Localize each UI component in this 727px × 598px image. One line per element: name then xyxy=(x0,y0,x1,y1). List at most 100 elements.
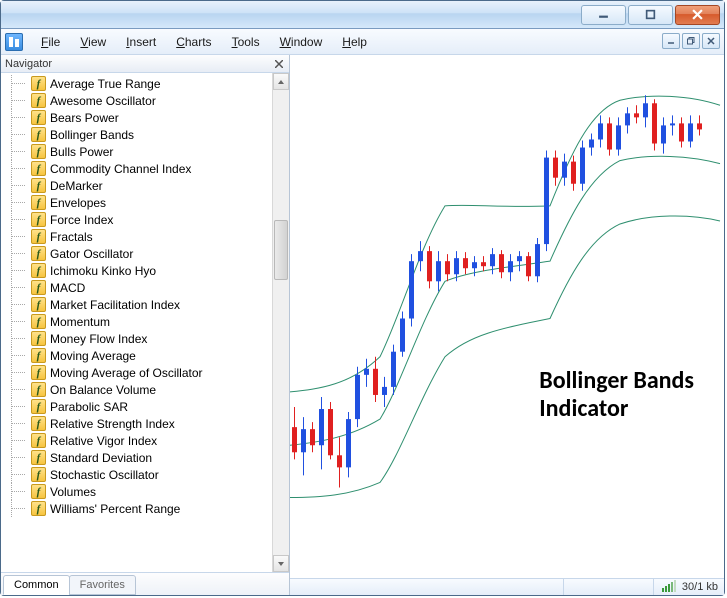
navigator-scrollbar[interactable] xyxy=(272,73,289,572)
indicator-label: Bulls Power xyxy=(50,145,113,159)
minimize-icon xyxy=(598,9,609,20)
mdi-close-button[interactable] xyxy=(702,33,720,49)
maximize-button[interactable] xyxy=(628,5,673,25)
titlebar xyxy=(1,1,724,29)
indicator-icon: f xyxy=(31,246,46,261)
menu-file[interactable]: File xyxy=(31,32,70,52)
candle-body xyxy=(346,419,351,467)
mdi-controls xyxy=(662,33,720,49)
navigator-tab-favorites[interactable]: Favorites xyxy=(69,575,136,595)
navigator-tab-common[interactable]: Common xyxy=(3,575,70,595)
connection-icon xyxy=(662,580,678,595)
indicator-item[interactable]: f Volumes xyxy=(3,483,272,500)
menu-window[interactable]: Window xyxy=(270,32,333,52)
candle-body xyxy=(373,369,378,395)
indicator-icon: f xyxy=(31,263,46,278)
indicator-icon: f xyxy=(31,484,46,499)
menu-insert[interactable]: Insert xyxy=(116,32,166,52)
indicator-item[interactable]: f Awesome Oscillator xyxy=(3,92,272,109)
indicator-item[interactable]: fOn Balance Volume xyxy=(3,381,272,398)
indicator-icon: f xyxy=(31,161,46,176)
indicator-item[interactable]: fDeMarker xyxy=(3,177,272,194)
candle-body xyxy=(670,123,675,125)
indicator-icon: f xyxy=(31,450,46,465)
indicator-icon: f xyxy=(31,127,46,142)
indicator-item[interactable]: fWilliams' Percent Range xyxy=(3,500,272,517)
indicator-item[interactable]: fRelative Vigor Index xyxy=(3,432,272,449)
indicator-label: Market Facilitation Index xyxy=(50,298,180,312)
indicator-item[interactable]: fMoney Flow Index xyxy=(3,330,272,347)
candle-body xyxy=(607,123,612,149)
candle-body xyxy=(499,254,504,272)
menubar: FileViewInsertChartsToolsWindowHelp xyxy=(1,29,724,55)
navigator-header: Navigator xyxy=(1,55,289,73)
indicator-label: Awesome Oscillator xyxy=(50,94,156,108)
scroll-up-button[interactable] xyxy=(273,73,289,90)
menu-view[interactable]: View xyxy=(70,32,116,52)
indicator-icon: f xyxy=(31,110,46,125)
indicator-icon: f xyxy=(31,416,46,431)
indicator-label: DeMarker xyxy=(50,179,103,193)
candle-body xyxy=(589,139,594,147)
minimize-button[interactable] xyxy=(581,5,626,25)
indicator-label: MACD xyxy=(50,281,85,295)
app-icon xyxy=(5,33,23,51)
indicator-icon: f xyxy=(31,93,46,108)
candle-body xyxy=(490,254,495,266)
scroll-thumb[interactable] xyxy=(274,220,288,280)
maximize-icon xyxy=(645,9,656,20)
indicator-item[interactable]: f Market Facilitation Index xyxy=(3,296,272,313)
candle-body xyxy=(553,158,558,178)
indicator-item[interactable]: fFractals xyxy=(3,228,272,245)
indicator-item[interactable]: fGator Oscillator xyxy=(3,245,272,262)
indicator-item[interactable]: fParabolic SAR xyxy=(3,398,272,415)
indicator-icon: f xyxy=(31,467,46,482)
indicator-label: Parabolic SAR xyxy=(50,400,128,414)
mdi-restore-button[interactable] xyxy=(682,33,700,49)
statusbar: 30/1 kb xyxy=(290,578,724,595)
indicator-item[interactable]: fRelative Strength Index xyxy=(3,415,272,432)
indicator-item[interactable]: fStochastic Oscillator xyxy=(3,466,272,483)
indicator-item[interactable]: fBollinger Bands xyxy=(3,126,272,143)
indicator-item[interactable]: fMACD xyxy=(3,279,272,296)
indicator-icon: f xyxy=(31,365,46,380)
indicator-item[interactable]: fMoving Average xyxy=(3,347,272,364)
indicator-item[interactable]: fAverage True Range xyxy=(3,75,272,92)
indicator-label: Moving Average of Oscillator xyxy=(50,366,203,380)
indicator-item[interactable]: fStandard Deviation xyxy=(3,449,272,466)
candle-body xyxy=(526,256,531,276)
menu-help[interactable]: Help xyxy=(332,32,377,52)
scroll-down-button[interactable] xyxy=(273,555,289,572)
indicator-item[interactable]: fIchimoku Kinko Hyo xyxy=(3,262,272,279)
indicator-item[interactable]: fMomentum xyxy=(3,313,272,330)
close-button[interactable] xyxy=(675,5,720,25)
indicator-icon: f xyxy=(31,297,46,312)
menu-charts[interactable]: Charts xyxy=(166,32,221,52)
chart-canvas[interactable]: Bollinger BandsIndicator xyxy=(290,55,724,578)
candle-body xyxy=(634,113,639,117)
candle-body xyxy=(517,256,522,261)
indicator-item[interactable]: fEnvelopes xyxy=(3,194,272,211)
mdi-minimize-button[interactable] xyxy=(662,33,680,49)
indicator-label: On Balance Volume xyxy=(50,383,156,397)
indicator-item[interactable]: fCommodity Channel Index xyxy=(3,160,272,177)
candle-body xyxy=(544,158,549,244)
menu-tools[interactable]: Tools xyxy=(222,32,270,52)
candle-body xyxy=(472,262,477,268)
navigator-tree-wrap: fAverage True RangefAwesome OscillatorfB… xyxy=(1,73,289,573)
indicator-item[interactable]: f Moving Average of Oscillator xyxy=(3,364,272,381)
candle-body xyxy=(364,369,369,375)
indicator-item[interactable]: f Bulls Power xyxy=(3,143,272,160)
indicator-icon: f xyxy=(31,501,46,516)
candle-body xyxy=(382,387,387,395)
navigator-close-button[interactable] xyxy=(273,58,285,70)
indicator-item[interactable]: fForce Index xyxy=(3,211,272,228)
candle-body xyxy=(508,261,513,272)
indicator-label: Volumes xyxy=(50,485,96,499)
candle-body xyxy=(418,251,423,261)
indicator-label: Moving Average xyxy=(50,349,136,363)
indicator-item[interactable]: fBears Power xyxy=(3,109,272,126)
status-empty-cell xyxy=(563,579,643,595)
indicator-icon: f xyxy=(31,144,46,159)
scroll-track[interactable] xyxy=(273,90,289,555)
